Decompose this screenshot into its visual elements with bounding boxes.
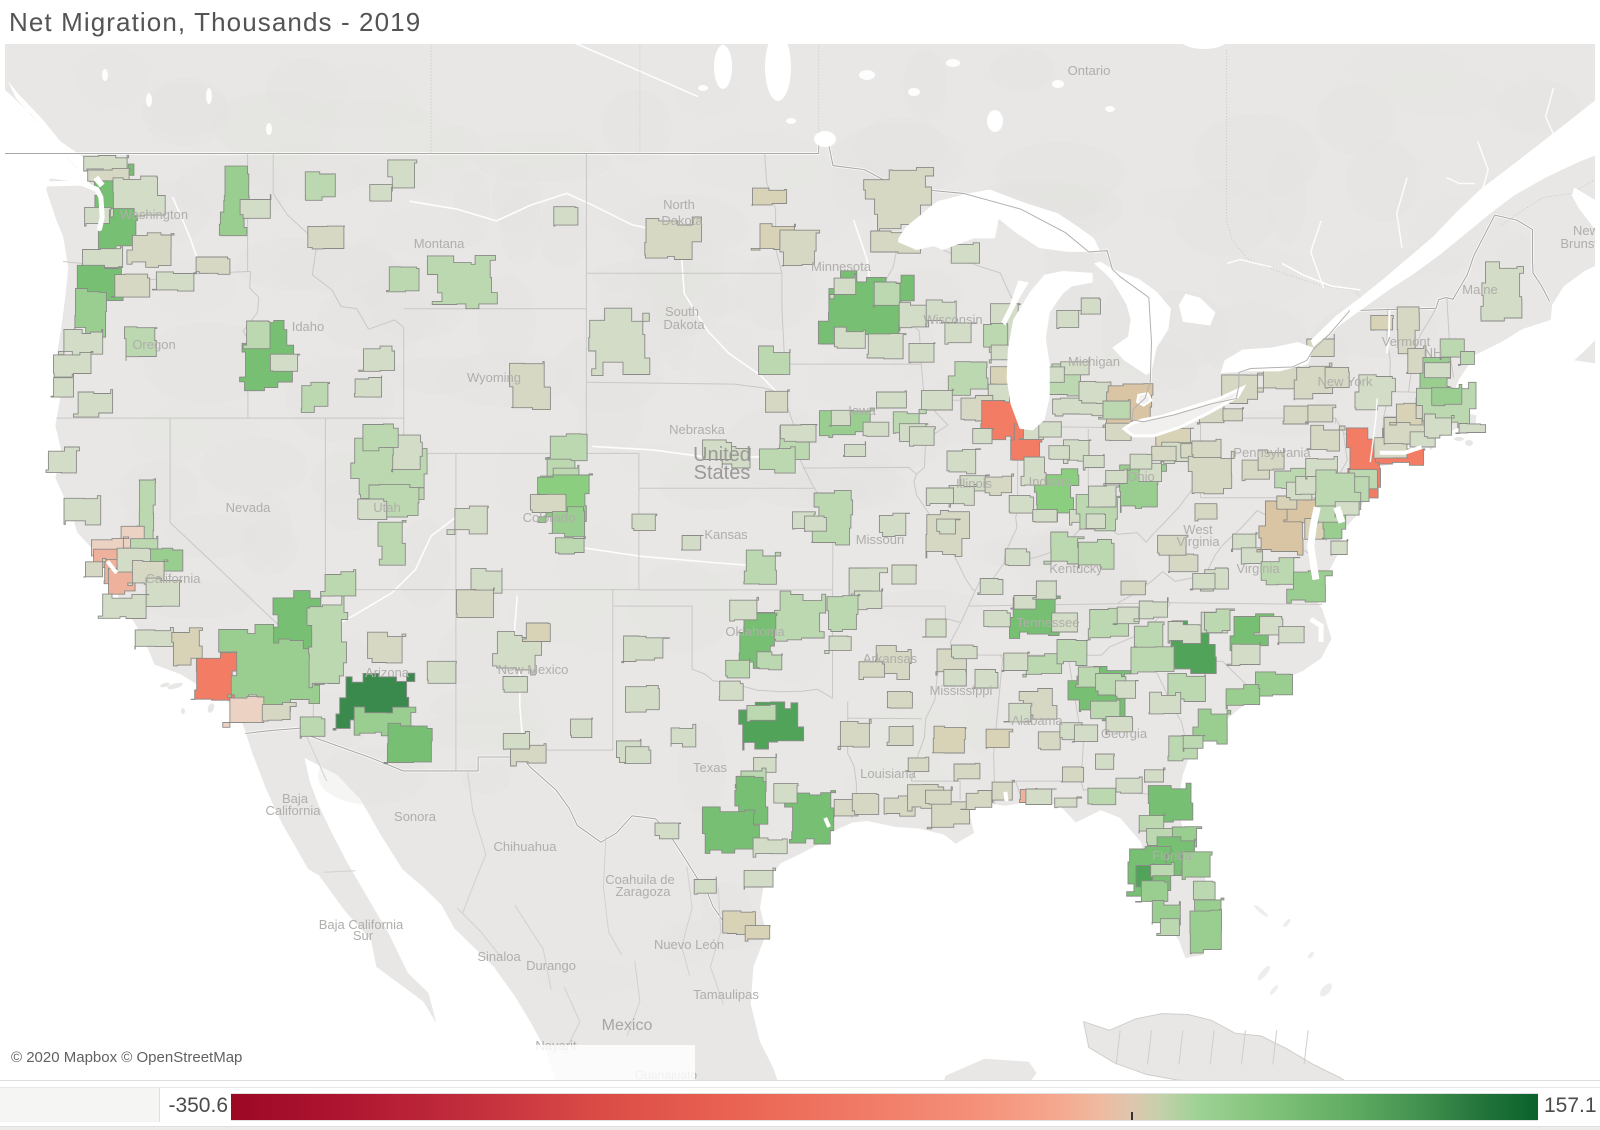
svg-text:Arkansas: Arkansas xyxy=(863,651,918,666)
svg-text:Idaho: Idaho xyxy=(292,319,325,334)
svg-text:Oregon: Oregon xyxy=(132,337,175,352)
svg-text:Ontario: Ontario xyxy=(1068,63,1111,78)
svg-text:Mississippi: Mississippi xyxy=(930,683,993,698)
svg-text:Utah: Utah xyxy=(373,500,400,515)
svg-text:Pennsylvania: Pennsylvania xyxy=(1233,445,1311,460)
svg-text:Alabama: Alabama xyxy=(1011,713,1063,728)
svg-text:Georgia: Georgia xyxy=(1101,726,1148,741)
svg-text:Mexico: Mexico xyxy=(602,1017,653,1034)
svg-text:Brunswick: Brunswick xyxy=(1560,236,1595,251)
svg-text:Missouri: Missouri xyxy=(856,532,905,547)
svg-text:Nebraska: Nebraska xyxy=(669,422,725,437)
svg-text:Virginia: Virginia xyxy=(1236,561,1280,576)
svg-text:New York: New York xyxy=(1318,374,1373,389)
svg-text:New: New xyxy=(1573,223,1595,238)
svg-text:Indiana: Indiana xyxy=(1029,474,1072,489)
svg-text:Durango: Durango xyxy=(526,958,576,973)
svg-text:Tennessee: Tennessee xyxy=(1017,615,1080,630)
svg-text:Wyoming: Wyoming xyxy=(467,370,521,385)
svg-text:Montana: Montana xyxy=(414,236,465,251)
svg-text:Sur: Sur xyxy=(353,928,374,943)
svg-text:Dakota: Dakota xyxy=(663,317,705,332)
svg-text:Louisiana: Louisiana xyxy=(860,766,916,781)
svg-text:Illinois: Illinois xyxy=(956,476,993,491)
svg-text:Washington: Washington xyxy=(120,207,188,222)
svg-text:Chihuahua: Chihuahua xyxy=(494,839,558,854)
svg-text:Kansas: Kansas xyxy=(704,527,748,542)
svg-text:Nuevo León: Nuevo León xyxy=(654,937,724,952)
svg-text:Kentucky: Kentucky xyxy=(1049,561,1103,576)
svg-text:California: California xyxy=(266,803,322,818)
svg-text:Maine: Maine xyxy=(1462,282,1497,297)
svg-text:Virginia: Virginia xyxy=(1176,534,1220,549)
svg-text:Texas: Texas xyxy=(693,760,727,775)
svg-text:Florida: Florida xyxy=(1152,848,1193,863)
svg-text:Zaragoza: Zaragoza xyxy=(616,884,672,899)
svg-text:North: North xyxy=(663,197,695,212)
svg-text:Wisconsin: Wisconsin xyxy=(923,312,982,327)
svg-text:New Mexico: New Mexico xyxy=(498,662,569,677)
svg-text:Sinaloa: Sinaloa xyxy=(477,949,521,964)
svg-text:Vermont: Vermont xyxy=(1382,334,1431,349)
svg-text:Baja: Baja xyxy=(282,791,309,806)
svg-text:Ohio: Ohio xyxy=(1127,469,1154,484)
svg-text:Sonora: Sonora xyxy=(394,809,437,824)
svg-text:Iowa: Iowa xyxy=(848,403,876,418)
svg-text:Colorado: Colorado xyxy=(523,510,576,525)
svg-text:California: California xyxy=(146,571,202,586)
svg-text:Michigan: Michigan xyxy=(1068,354,1120,369)
svg-text:West: West xyxy=(1183,522,1213,537)
svg-text:States: States xyxy=(694,462,751,484)
svg-text:Nevada: Nevada xyxy=(226,500,272,515)
svg-text:Minnesota: Minnesota xyxy=(811,259,872,274)
svg-text:Tamaulipas: Tamaulipas xyxy=(693,987,759,1002)
svg-text:United: United xyxy=(693,444,751,466)
svg-text:Oklahoma: Oklahoma xyxy=(725,624,785,639)
svg-text:Coahuila de: Coahuila de xyxy=(605,872,674,887)
svg-text:Arizona: Arizona xyxy=(365,665,410,680)
svg-text:NH: NH xyxy=(1424,345,1443,360)
svg-text:Baja California: Baja California xyxy=(319,917,404,932)
svg-text:Dakota: Dakota xyxy=(661,213,703,228)
svg-text:South: South xyxy=(665,304,699,319)
